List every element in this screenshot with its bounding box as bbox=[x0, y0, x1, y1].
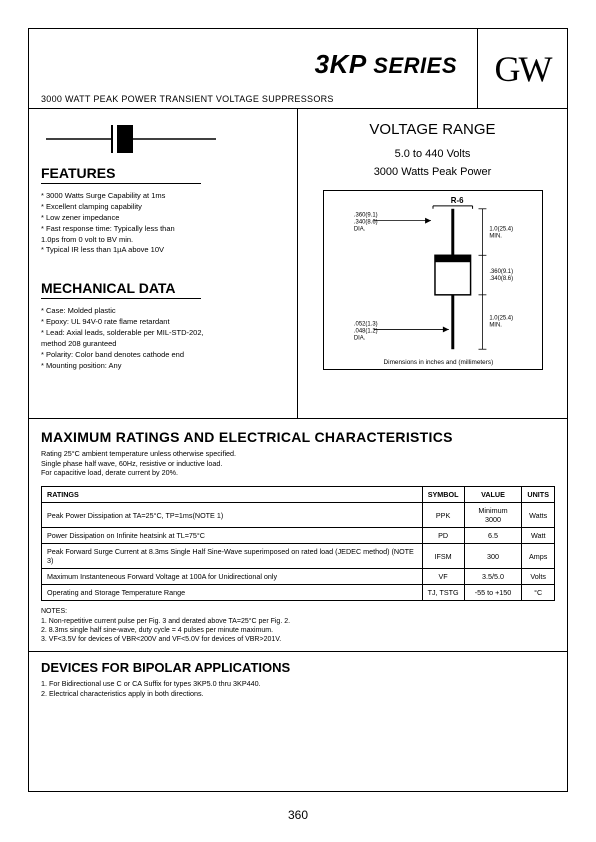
table-row: Maximum Instanteneous Forward Voltage at… bbox=[42, 569, 555, 585]
note-line: 2. 8.3ms single half sine-wave, duty cyc… bbox=[41, 626, 555, 635]
features-mechanical-col: FEATURES * 3000 Watts Surge Capability a… bbox=[29, 109, 298, 418]
table-header-cell: RATINGS bbox=[42, 487, 423, 503]
list-item: * Case: Molded plastic bbox=[41, 306, 285, 317]
page-frame: 3KP SERIES 3000 WATT PEAK POWER TRANSIEN… bbox=[28, 28, 568, 792]
page-number: 360 bbox=[0, 808, 596, 822]
table-cell: Operating and Storage Temperature Range bbox=[42, 585, 423, 601]
table-cell: Minimum 3000 bbox=[464, 503, 522, 528]
table-cell: Amps bbox=[522, 544, 555, 569]
table-cell: Maximum Instanteneous Forward Voltage at… bbox=[42, 569, 423, 585]
voltage-range-heading: VOLTAGE RANGE bbox=[369, 121, 495, 138]
table-cell: Watt bbox=[522, 528, 555, 544]
table-cell: TJ, TSTG bbox=[422, 585, 464, 601]
logo-text: GW bbox=[495, 48, 551, 90]
svg-text:1.0(25.4): 1.0(25.4) bbox=[489, 316, 513, 322]
ratings-heading: MAXIMUM RATINGS AND ELECTRICAL CHARACTER… bbox=[41, 429, 555, 445]
table-cell: 6.5 bbox=[464, 528, 522, 544]
logo-box: GW bbox=[477, 29, 567, 108]
list-item: * 3000 Watts Surge Capability at 1ms bbox=[41, 191, 285, 202]
header-left: 3KP SERIES 3000 WATT PEAK POWER TRANSIEN… bbox=[29, 29, 477, 108]
table-cell: 300 bbox=[464, 544, 522, 569]
table-cell: IFSM bbox=[422, 544, 464, 569]
intro-line: For capacitive load, derate current by 2… bbox=[41, 468, 555, 478]
table-cell: VF bbox=[422, 569, 464, 585]
list-item: * Lead: Axial leads, solderable per MIL-… bbox=[41, 328, 285, 339]
ratings-section: MAXIMUM RATINGS AND ELECTRICAL CHARACTER… bbox=[29, 419, 567, 652]
bipolar-section: DEVICES FOR BIPOLAR APPLICATIONS 1. For … bbox=[29, 652, 567, 707]
svg-text:.340(8.6): .340(8.6) bbox=[489, 276, 513, 282]
list-item: 1.0ps from 0 volt to BV min. bbox=[41, 235, 285, 246]
table-row: Operating and Storage Temperature RangeT… bbox=[42, 585, 555, 601]
list-item: method 208 guranteed bbox=[41, 339, 285, 350]
svg-text:MIN.: MIN. bbox=[489, 233, 502, 239]
note-line: 3. VF<3.5V for devices of VBR<200V and V… bbox=[41, 635, 555, 644]
ratings-notes: NOTES: 1. Non-repetitive current pulse p… bbox=[41, 607, 555, 645]
table-header-cell: SYMBOL bbox=[422, 487, 464, 503]
table-row: Peak Forward Surge Current at 8.3ms Sing… bbox=[42, 544, 555, 569]
table-cell: °C bbox=[522, 585, 555, 601]
list-item: * Fast response time: Typically less tha… bbox=[41, 224, 285, 235]
features-list: * 3000 Watts Surge Capability at 1ms* Ex… bbox=[41, 191, 285, 256]
table-row: Peak Power Dissipation at TA=25°C, TP=1m… bbox=[42, 503, 555, 528]
list-item: * Polarity: Color band denotes cathode e… bbox=[41, 350, 285, 361]
table-cell: Power Dissipation on Infinite heatsink a… bbox=[42, 528, 423, 544]
table-header-cell: UNITS bbox=[522, 487, 555, 503]
svg-text:.360(9.1): .360(9.1) bbox=[353, 213, 377, 219]
table-cell: PD bbox=[422, 528, 464, 544]
package-drawing: R-6 .360(9.1) .340(8.6) DIA bbox=[323, 190, 543, 370]
mechanical-block: MECHANICAL DATA * Case: Molded plastic* … bbox=[41, 280, 285, 371]
series-bold: 3KP bbox=[315, 49, 367, 79]
table-cell: 3.5/5.0 bbox=[464, 569, 522, 585]
bipolar-line: 1. For Bidirectional use C or CA Suffix … bbox=[41, 679, 555, 689]
ratings-table: RATINGSSYMBOLVALUEUNITS Peak Power Dissi… bbox=[41, 486, 555, 601]
list-item: * Epoxy: UL 94V-0 rate flame retardant bbox=[41, 317, 285, 328]
svg-text:.360(9.1): .360(9.1) bbox=[489, 269, 513, 275]
intro-line: Rating 25°C ambient temperature unless o… bbox=[41, 449, 555, 459]
table-cell: -55 to +150 bbox=[464, 585, 522, 601]
svg-text:MIN.: MIN. bbox=[489, 322, 502, 328]
svg-text:1.0(25.4): 1.0(25.4) bbox=[489, 227, 513, 233]
table-cell: Peak Forward Surge Current at 8.3ms Sing… bbox=[42, 544, 423, 569]
voltage-range-col: VOLTAGE RANGE 5.0 to 440 Volts 3000 Watt… bbox=[298, 109, 567, 418]
ratings-intro: Rating 25°C ambient temperature unless o… bbox=[41, 449, 555, 478]
pkg-label: R-6 bbox=[450, 196, 463, 205]
table-row: Power Dissipation on Infinite heatsink a… bbox=[42, 528, 555, 544]
table-header-cell: VALUE bbox=[464, 487, 522, 503]
mid-row: FEATURES * 3000 Watts Surge Capability a… bbox=[29, 109, 567, 419]
svg-text:DIA.: DIA. bbox=[353, 227, 365, 233]
mechanical-heading: MECHANICAL DATA bbox=[41, 280, 201, 299]
mechanical-list: * Case: Molded plastic* Epoxy: UL 94V-0 … bbox=[41, 306, 285, 371]
notes-label: NOTES: bbox=[41, 607, 555, 616]
series-rest: SERIES bbox=[367, 53, 457, 78]
list-item: * Low zener impedance bbox=[41, 213, 285, 224]
list-item: * Typical IR less than 1µA above 10V bbox=[41, 245, 285, 256]
list-item: * Excellent clamping capability bbox=[41, 202, 285, 213]
svg-text:DIA.: DIA. bbox=[353, 335, 365, 341]
table-cell: PPK bbox=[422, 503, 464, 528]
voltage-range-line1: 5.0 to 440 Volts bbox=[395, 148, 471, 160]
table-body: Peak Power Dissipation at TA=25°C, TP=1m… bbox=[42, 503, 555, 601]
pkg-caption: Dimensions in inches and (millimeters) bbox=[383, 359, 493, 366]
bipolar-line: 2. Electrical characteristics apply in b… bbox=[41, 689, 555, 699]
table-cell: Watts bbox=[522, 503, 555, 528]
note-line: 1. Non-repetitive current pulse per Fig.… bbox=[41, 617, 555, 626]
diode-symbol-icon bbox=[41, 119, 285, 159]
list-item: * Mounting position: Any bbox=[41, 361, 285, 372]
subtitle: 3000 WATT PEAK POWER TRANSIENT VOLTAGE S… bbox=[41, 94, 465, 104]
table-cell: Volts bbox=[522, 569, 555, 585]
svg-text:.048(1.2): .048(1.2) bbox=[353, 328, 377, 334]
table-cell: Peak Power Dissipation at TA=25°C, TP=1m… bbox=[42, 503, 423, 528]
svg-text:.052(1.3): .052(1.3) bbox=[353, 321, 377, 327]
bipolar-list: 1. For Bidirectional use C or CA Suffix … bbox=[41, 679, 555, 699]
bipolar-heading: DEVICES FOR BIPOLAR APPLICATIONS bbox=[41, 660, 555, 675]
table-header-row: RATINGSSYMBOLVALUEUNITS bbox=[42, 487, 555, 503]
voltage-range-line2: 3000 Watts Peak Power bbox=[374, 166, 492, 178]
features-heading: FEATURES bbox=[41, 165, 201, 184]
header-row: 3KP SERIES 3000 WATT PEAK POWER TRANSIEN… bbox=[29, 29, 567, 109]
svg-text:.340(8.6): .340(8.6) bbox=[353, 220, 377, 226]
series-title: 3KP SERIES bbox=[41, 49, 465, 80]
intro-line: Single phase half wave, 60Hz, resistive … bbox=[41, 459, 555, 469]
